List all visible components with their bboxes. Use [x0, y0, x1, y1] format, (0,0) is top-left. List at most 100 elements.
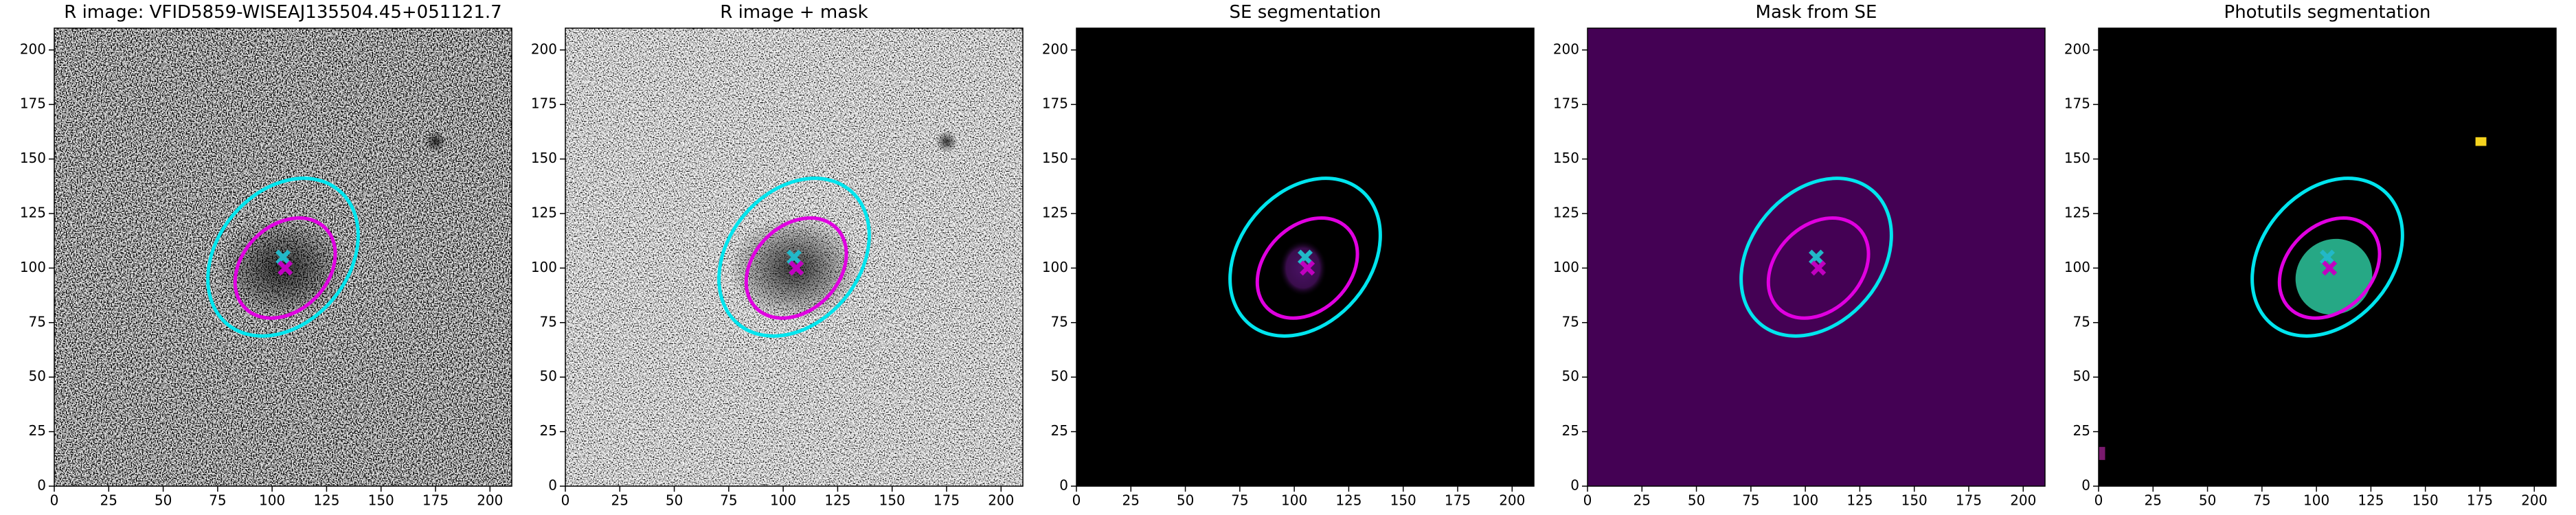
x-tick-label: 0	[1583, 492, 1592, 509]
image-feature	[2475, 137, 2487, 146]
y-tick-label: 75	[29, 313, 46, 330]
x-tick-label: 200	[477, 492, 503, 509]
y-tick-label: 25	[540, 422, 557, 439]
x-tick-label: 100	[2303, 492, 2329, 509]
y-tick-label: 0	[37, 477, 46, 494]
y-tick-label: 125	[531, 204, 557, 220]
x-tick-label: 200	[988, 492, 1014, 509]
y-tick-label: 200	[2064, 41, 2090, 57]
aperture-ellipse	[206, 176, 360, 338]
x-tick-label: 125	[313, 492, 339, 509]
x-tick-label: 0	[1072, 492, 1081, 509]
x-tick-label: 125	[2358, 492, 2384, 509]
y-tick-label: 175	[531, 95, 557, 112]
center-marker	[787, 249, 802, 265]
center-marker	[1809, 249, 1824, 265]
x-tick-label: 0	[2094, 492, 2103, 509]
y-tick-label: 25	[1562, 422, 1579, 439]
y-tick-label: 175	[20, 95, 46, 112]
y-tick-label: 175	[1042, 95, 1068, 112]
aperture-ellipse	[744, 216, 848, 320]
y-tick-label: 150	[20, 150, 46, 166]
image-feature	[2295, 238, 2373, 315]
x-tick-label: 150	[879, 492, 905, 509]
x-tick-label: 0	[561, 492, 570, 509]
x-tick-label: 125	[1335, 492, 1362, 509]
x-tick-label: 75	[1231, 492, 1248, 509]
y-tick-label: 200	[1553, 41, 1579, 57]
panel-title: SE segmentation	[1230, 2, 1381, 23]
panel: Photutils segmentation 0 25 50 75 100 125 150 17…	[2064, 2, 2557, 509]
y-tick-label: 125	[1553, 204, 1579, 220]
y-tick-label: 0	[2081, 477, 2090, 494]
y-tick-label: 0	[1059, 477, 1068, 494]
y-tick-label: 25	[29, 422, 46, 439]
y-tick-label: 175	[2064, 95, 2090, 112]
x-tick-label: 25	[611, 492, 629, 509]
x-tick-label: 200	[2521, 492, 2547, 509]
x-tick-label: 75	[1742, 492, 1759, 509]
x-tick-label: 25	[2145, 492, 2162, 509]
x-tick-label: 150	[1901, 492, 1928, 509]
plot-area	[2099, 28, 2556, 486]
y-tick-label: 75	[540, 313, 557, 330]
y-tick-label: 150	[2064, 150, 2090, 166]
center-marker	[2320, 249, 2335, 265]
y-tick-label: 100	[1042, 259, 1068, 275]
y-tick-label: 25	[2073, 422, 2090, 439]
panel: SE segmentation 0 25 50 75 100 125 150 175 200 0 25…	[1042, 2, 1535, 509]
y-tick-label: 75	[1562, 313, 1579, 330]
x-tick-label: 175	[422, 492, 449, 509]
x-tick-label: 125	[1846, 492, 1873, 509]
x-tick-label: 75	[209, 492, 226, 509]
panel-title: Mask from SE	[1756, 2, 1877, 23]
x-tick-label: 125	[824, 492, 850, 509]
x-tick-label: 75	[2253, 492, 2270, 509]
y-tick-label: 200	[531, 41, 557, 57]
y-tick-label: 100	[531, 259, 557, 275]
center-marker	[789, 260, 804, 276]
image-feature	[1278, 240, 1327, 297]
x-tick-label: 25	[1634, 492, 1651, 509]
y-tick-label: 50	[540, 368, 557, 385]
axes-frame	[54, 27, 512, 487]
panel: R image: VFID5859-WISEAJ135504.45+051121…	[20, 2, 512, 509]
x-tick-label: 50	[1177, 492, 1194, 509]
panel: R image + mask 0 25 50 75 100 125 150 175 200 0 25 5…	[531, 2, 1024, 509]
y-tick-label: 175	[1553, 95, 1579, 112]
y-tick-label: 100	[1553, 259, 1579, 275]
aperture-ellipse	[1255, 216, 1359, 320]
x-tick-label: 100	[1281, 492, 1307, 509]
aperture-ellipse	[1739, 176, 1893, 338]
y-tick-label: 50	[1562, 368, 1579, 385]
plot-area	[54, 28, 512, 486]
center-marker	[2322, 260, 2338, 276]
plot-area	[1588, 28, 2045, 486]
y-tick-label: 100	[2064, 259, 2090, 275]
x-tick-label: 200	[1499, 492, 1525, 509]
x-tick-label: 175	[1956, 492, 1982, 509]
center-marker	[1811, 260, 1827, 276]
y-tick-label: 50	[2073, 368, 2090, 385]
y-tick-label: 100	[20, 259, 46, 275]
axes-frame	[565, 27, 1024, 487]
x-tick-label: 100	[259, 492, 285, 509]
aperture-ellipse	[717, 176, 871, 338]
x-tick-label: 175	[1445, 492, 1471, 509]
center-marker	[278, 260, 293, 276]
x-tick-label: 150	[1390, 492, 1416, 509]
aperture-ellipse	[2250, 176, 2404, 338]
x-tick-label: 50	[155, 492, 172, 509]
image-feature	[936, 130, 958, 153]
y-tick-label: 150	[1553, 150, 1579, 166]
x-tick-label: 0	[50, 492, 59, 509]
y-tick-label: 125	[20, 204, 46, 220]
center-marker	[275, 249, 291, 265]
y-tick-label: 25	[1051, 422, 1068, 439]
panel-title: Photutils segmentation	[2224, 2, 2431, 23]
plot-area	[565, 28, 1023, 486]
x-tick-label: 25	[100, 492, 117, 509]
axes-frame	[1587, 27, 2046, 487]
axes-frame	[1076, 27, 1535, 487]
